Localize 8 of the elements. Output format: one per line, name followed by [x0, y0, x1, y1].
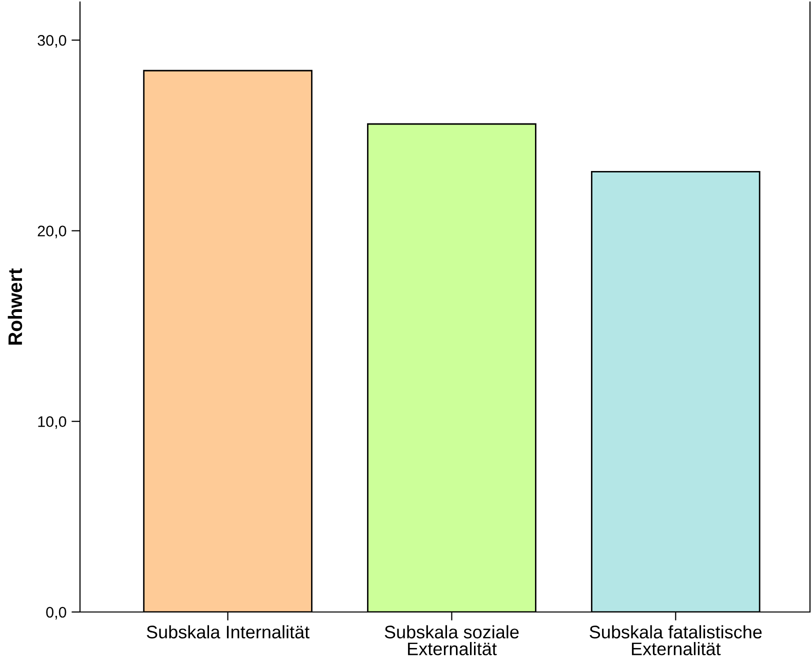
x-tick-label: Subskala Internalität: [146, 625, 310, 638]
x-tick-label: Subskala fatalistische Externalität: [590, 625, 762, 656]
x-tick-label: Subskala soziale Externalität: [384, 625, 519, 656]
y-tick-label: 30,0: [38, 34, 66, 48]
y-tick-label: 10,0: [38, 416, 66, 429]
y-tick-label: 0,0: [46, 606, 66, 620]
y-axis-title: Rohwert: [8, 268, 22, 345]
y-tick-label: 20,0: [38, 226, 66, 238]
